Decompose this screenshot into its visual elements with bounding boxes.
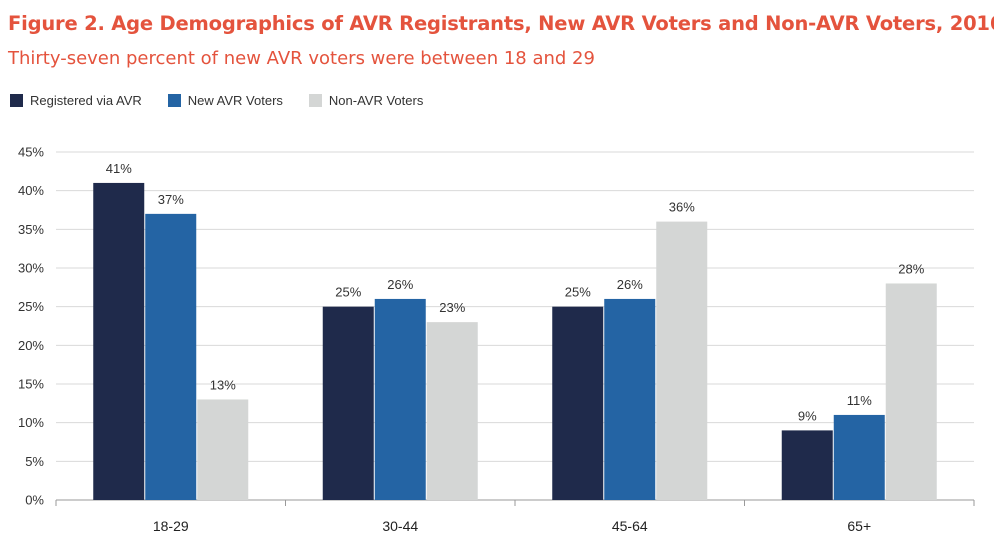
data-label: 11% [847, 393, 872, 408]
bar [885, 283, 937, 500]
bar [833, 414, 885, 500]
data-label: 9% [798, 408, 817, 423]
x-tick-label: 18-29 [153, 518, 189, 534]
bar [93, 182, 145, 500]
legend-item-new-avr-voters: New AVR Voters [167, 93, 283, 108]
legend-swatch-new-avr-voters [167, 94, 181, 107]
y-tick-label: 0% [25, 493, 44, 508]
data-label: 23% [439, 300, 465, 315]
data-label: 36% [669, 200, 695, 215]
bar [656, 221, 708, 500]
y-tick-label: 35% [18, 222, 44, 237]
chart-title: Figure 2. Age Demographics of AVR Regist… [8, 12, 994, 35]
y-tick-label: 30% [18, 261, 44, 276]
x-tick-label: 45-64 [612, 518, 648, 534]
y-tick-label: 25% [18, 299, 44, 314]
legend: Registered via AVR New AVR Voters Non-AV… [10, 93, 423, 108]
legend-label-registered-via-avr: Registered via AVR [30, 93, 142, 108]
y-tick-label: 40% [18, 183, 44, 198]
y-tick-label: 5% [25, 454, 44, 469]
data-label: 25% [565, 285, 591, 300]
data-label: 25% [335, 285, 361, 300]
data-label: 13% [210, 377, 236, 392]
bar [322, 306, 374, 500]
bar [781, 430, 833, 500]
y-tick-label: 45% [18, 145, 44, 160]
legend-item-registered-via-avr: Registered via AVR [10, 93, 142, 108]
data-label: 28% [898, 261, 924, 276]
legend-item-non-avr-voters: Non-AVR Voters [308, 93, 424, 108]
bar [374, 298, 426, 500]
data-label: 37% [158, 192, 184, 207]
bar [145, 213, 197, 500]
bar [552, 306, 604, 500]
x-tick-label: 65+ [847, 518, 871, 534]
data-label: 26% [387, 277, 413, 292]
data-label: 26% [617, 277, 643, 292]
y-tick-label: 15% [18, 377, 44, 392]
legend-swatch-non-avr-voters [308, 94, 322, 107]
x-tick-label: 30-44 [382, 518, 418, 534]
legend-label-non-avr-voters: Non-AVR Voters [328, 93, 424, 108]
y-tick-label: 10% [18, 415, 44, 430]
y-tick-label: 20% [18, 338, 44, 353]
data-label: 41% [106, 161, 132, 176]
bar [197, 399, 249, 500]
legend-label-new-avr-voters: New AVR Voters [187, 93, 283, 108]
bar [604, 298, 656, 500]
legend-swatch-registered-via-avr [10, 94, 23, 107]
bar [426, 322, 478, 500]
chart-subtitle: Thirty-seven percent of new AVR voters w… [8, 48, 595, 69]
